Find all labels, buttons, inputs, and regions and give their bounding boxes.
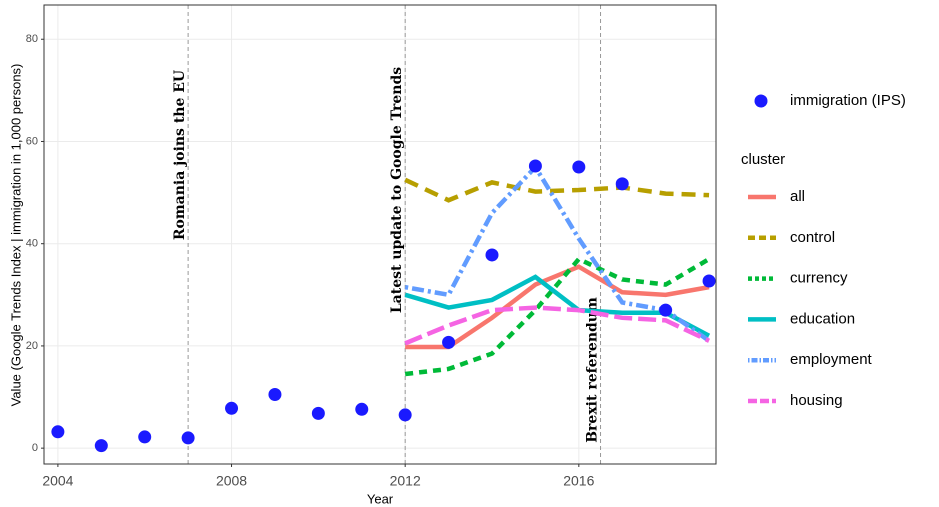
immigration-point <box>572 160 586 174</box>
immigration-point <box>225 401 239 415</box>
legend-label: currency <box>790 270 848 287</box>
cluster-line <box>404 305 711 346</box>
cluster-line <box>405 264 710 350</box>
immigration-point <box>442 335 456 349</box>
immigration-point <box>355 402 369 416</box>
immigration-point <box>138 430 152 444</box>
event-label: Brexit referendum <box>585 297 601 443</box>
immigration-point <box>702 274 716 288</box>
event-label: Romania joins the EU <box>172 70 188 240</box>
legend-label: education <box>790 310 855 327</box>
legend-label: control <box>790 229 835 246</box>
immigration-point <box>51 425 65 439</box>
immigration-point <box>398 408 412 422</box>
cluster-line <box>404 163 711 343</box>
plot-border <box>43 4 717 465</box>
y-axis-title: Value (Google Trends Index | immigration… <box>8 64 23 407</box>
legend-title: cluster <box>741 151 785 168</box>
immigration-point <box>528 159 542 173</box>
x-tick-label: 2004 <box>42 473 73 489</box>
y-tick-label: 60 <box>26 135 38 147</box>
x-tick-label: 2016 <box>563 473 594 489</box>
event-label: Latest update to Google Trends <box>389 67 405 313</box>
legend-label: all <box>790 188 805 205</box>
immigration-point <box>615 177 629 191</box>
immigration-point <box>485 248 499 262</box>
y-tick-label: 80 <box>26 33 38 45</box>
cluster-line <box>404 177 710 203</box>
x-tick-label: 2012 <box>390 473 421 489</box>
x-tick-label: 2008 <box>216 473 247 489</box>
legend-label: housing <box>790 392 843 409</box>
immigration-point <box>268 387 282 401</box>
x-axis-title: Year <box>367 491 394 506</box>
cluster-line <box>404 256 711 377</box>
y-tick-label: 40 <box>26 238 38 250</box>
immigration-point <box>311 406 325 420</box>
y-tick-label: 20 <box>26 340 38 352</box>
legend-label: immigration (IPS) <box>790 92 906 109</box>
legend-marker <box>754 94 768 108</box>
immigration-point <box>181 431 195 445</box>
cluster-line <box>404 274 711 338</box>
immigration-point <box>94 439 108 453</box>
legend-label: employment <box>790 351 873 368</box>
immigration-point <box>659 303 673 317</box>
y-tick-label: 0 <box>32 442 38 454</box>
plot-area: Romania joins the EU Latest update to Goo… <box>51 5 716 464</box>
